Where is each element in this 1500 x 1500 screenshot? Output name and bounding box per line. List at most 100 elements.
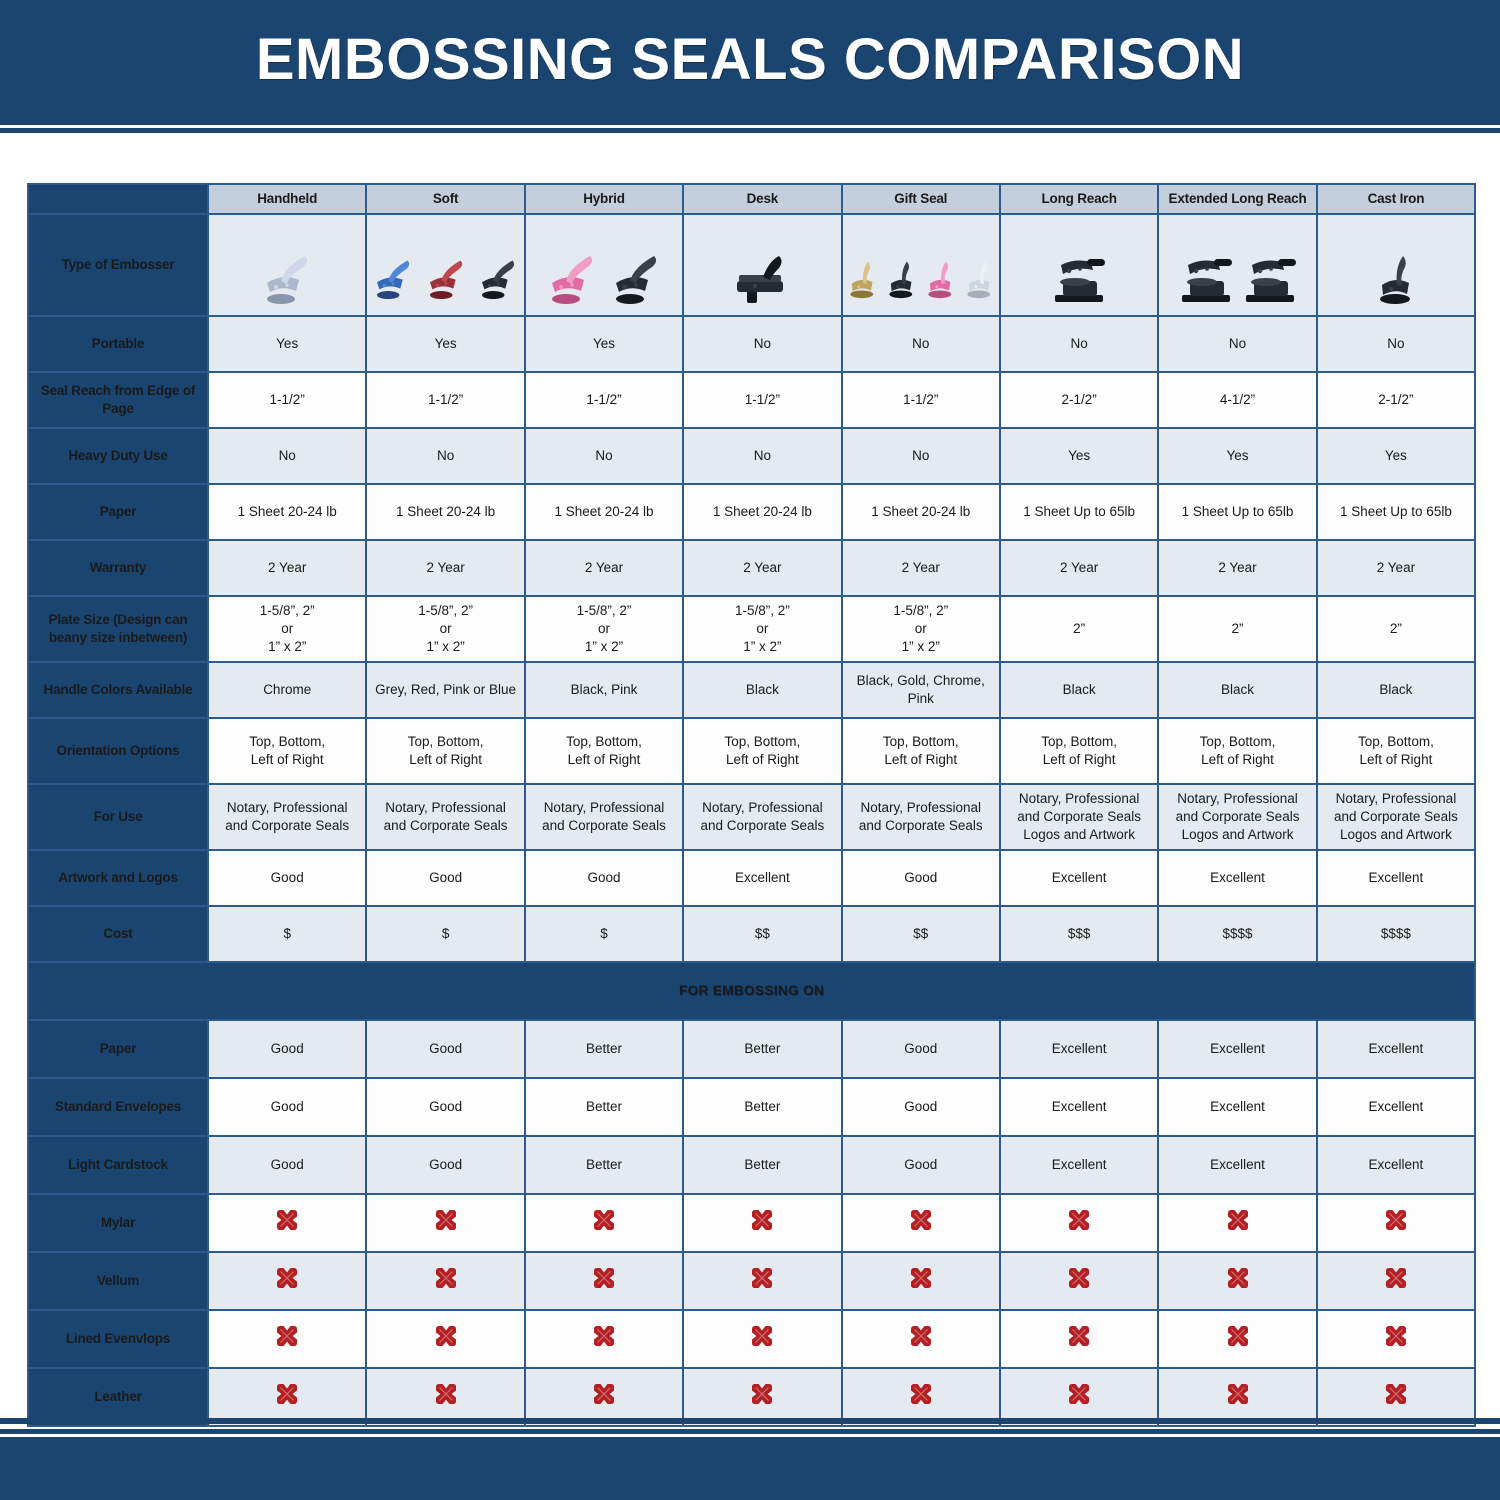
red-x-icon — [274, 1323, 300, 1349]
table-body: Type of Embosser Portable Yes Yes Yes No No No N… — [26, 213, 1477, 1427]
cell-leather-long-reach — [998, 1367, 1160, 1427]
row-label-standard-envelopes: Standard Envelopes — [27, 1077, 209, 1137]
cell-standard-envelopes-soft: Good — [365, 1077, 526, 1137]
cell-light-cardstock-soft: Good — [365, 1135, 526, 1195]
table-row: Vellum — [27, 1251, 1477, 1311]
cell-artwork-and-logos-extended-long-reach: Excellent — [1157, 849, 1318, 907]
cell-portable-hybrid: Yes — [523, 315, 685, 373]
row-label-for-use: For Use — [27, 783, 209, 851]
cell-mylar-gift-seal — [840, 1193, 1001, 1253]
table-row: Orientation Options Top, Bottom, Left of R… — [27, 717, 1477, 785]
cell-plate-size-design-can-beany-size-inbetween-gift-seal: 1-5/8”, 2” or 1” x 2” — [840, 595, 1001, 663]
table-row: Standard Envelopes Good Good Better Better Go… — [27, 1077, 1477, 1137]
cell-heavy-duty-use-handheld: No — [206, 427, 368, 485]
cell-vellum-cast-iron — [1315, 1251, 1477, 1311]
row-label-handle-colors-available: Handle Colors Available — [27, 661, 209, 719]
table-row: Seal Reach from Edge of Page 1-1/2” 1-1/2”… — [27, 371, 1477, 429]
table-row: Portable Yes Yes Yes No No No No No — [27, 315, 1477, 373]
cell-light-cardstock-extended-long-reach: Excellent — [1157, 1135, 1318, 1195]
embosser-image-gift-seal — [840, 213, 1001, 317]
cell-paper-long-reach: 1 Sheet Up to 65lb — [998, 483, 1160, 541]
cell-paper-soft: Good — [365, 1019, 526, 1079]
red-x-icon — [274, 1381, 300, 1407]
cell-leather-cast-iron — [1315, 1367, 1477, 1427]
row-label-type-of-embosser: Type of Embosser — [27, 213, 209, 317]
cell-portable-long-reach: No — [998, 315, 1160, 373]
cell-lined-evenvlops-gift-seal — [840, 1309, 1001, 1369]
embosser-illustration — [1320, 223, 1472, 307]
cell-standard-envelopes-extended-long-reach: Excellent — [1157, 1077, 1318, 1137]
red-x-icon — [1066, 1265, 1092, 1291]
cell-standard-envelopes-desk: Better — [682, 1077, 843, 1137]
cell-paper-long-reach: Excellent — [998, 1019, 1160, 1079]
table-row: Leather — [27, 1367, 1477, 1427]
cell-plate-size-design-can-beany-size-inbetween-cast-iron: 2” — [1315, 595, 1477, 663]
banner-rule-top — [0, 118, 1500, 125]
cell-portable-extended-long-reach: No — [1157, 315, 1318, 373]
cell-artwork-and-logos-soft: Good — [365, 849, 526, 907]
cell-plate-size-design-can-beany-size-inbetween-handheld: 1-5/8”, 2” or 1” x 2” — [206, 595, 368, 663]
cell-cost-long-reach: $$$ — [998, 905, 1160, 963]
cell-mylar-handheld — [206, 1193, 368, 1253]
cell-plate-size-design-can-beany-size-inbetween-extended-long-reach: 2” — [1157, 595, 1318, 663]
cell-for-use-gift-seal: Notary, Professional and Corporate Seals — [840, 783, 1001, 851]
embosser-image-handheld — [206, 213, 368, 317]
cell-artwork-and-logos-cast-iron: Excellent — [1315, 849, 1477, 907]
red-x-icon — [908, 1265, 934, 1291]
cell-paper-desk: 1 Sheet 20-24 lb — [682, 483, 843, 541]
embosser-illustration — [1161, 223, 1313, 307]
cell-paper-cast-iron: 1 Sheet Up to 65lb — [1315, 483, 1477, 541]
cell-heavy-duty-use-extended-long-reach: Yes — [1157, 427, 1318, 485]
cell-leather-hybrid — [523, 1367, 685, 1427]
cell-light-cardstock-hybrid: Better — [523, 1135, 685, 1195]
row-label-warranty: Warranty — [27, 539, 209, 597]
red-x-icon — [274, 1265, 300, 1291]
red-x-icon — [591, 1265, 617, 1291]
embosser-illustration — [211, 223, 363, 307]
cell-orientation-options-desk: Top, Bottom, Left of Right — [682, 717, 843, 785]
footer-rule-top — [0, 1418, 1500, 1424]
row-label-paper: Paper — [27, 1019, 209, 1079]
embosser-image-desk — [682, 213, 843, 317]
embosser-illustration — [686, 223, 838, 307]
cell-paper-hybrid: Better — [523, 1019, 685, 1079]
table-row: Plate Size (Design can beany size inbetw… — [27, 595, 1477, 663]
cell-leather-soft — [365, 1367, 526, 1427]
column-header-hybrid: Hybrid — [523, 183, 685, 215]
red-x-icon — [1066, 1207, 1092, 1233]
comparison-table: Handheld Soft Hybrid Desk Gift Seal Long… — [26, 183, 1477, 1427]
red-x-icon — [749, 1265, 775, 1291]
cell-lined-evenvlops-hybrid — [523, 1309, 685, 1369]
embosser-image-soft — [365, 213, 526, 317]
table-row: Paper 1 Sheet 20-24 lb 1 Sheet 20-24 lb 1 S… — [27, 483, 1477, 541]
cell-paper-gift-seal: 1 Sheet 20-24 lb — [840, 483, 1001, 541]
page-title: EMBOSSING SEALS COMPARISON — [255, 26, 1245, 92]
row-label-vellum: Vellum — [27, 1251, 209, 1311]
row-label-cost: Cost — [27, 905, 209, 963]
cell-cost-soft: $ — [365, 905, 526, 963]
cell-handle-colors-available-cast-iron: Black — [1315, 661, 1477, 719]
cell-artwork-and-logos-gift-seal: Good — [840, 849, 1001, 907]
cell-portable-soft: Yes — [365, 315, 526, 373]
cell-cost-cast-iron: $$$$ — [1315, 905, 1477, 963]
embosser-illustration — [845, 223, 997, 307]
cell-mylar-long-reach — [998, 1193, 1160, 1253]
row-label-orientation-options: Orientation Options — [27, 717, 209, 785]
cell-paper-hybrid: 1 Sheet 20-24 lb — [523, 483, 685, 541]
row-label-plate-size-design-can-beany-size-inbetween: Plate Size (Design can beany size inbetw… — [27, 595, 209, 663]
cell-mylar-desk — [682, 1193, 843, 1253]
cell-heavy-duty-use-cast-iron: Yes — [1315, 427, 1477, 485]
cell-paper-gift-seal: Good — [840, 1019, 1001, 1079]
table-row: Warranty 2 Year 2 Year 2 Year 2 Year 2 Year 2 … — [27, 539, 1477, 597]
column-header-row: Handheld Soft Hybrid Desk Gift Seal Long… — [27, 183, 1477, 215]
page-banner: EMBOSSING SEALS COMPARISON — [0, 0, 1500, 118]
cell-for-use-handheld: Notary, Professional and Corporate Seals — [206, 783, 368, 851]
cell-vellum-handheld — [206, 1251, 368, 1311]
cell-plate-size-design-can-beany-size-inbetween-desk: 1-5/8”, 2” or 1” x 2” — [682, 595, 843, 663]
cell-light-cardstock-desk: Better — [682, 1135, 843, 1195]
section-header-for-embossing-on: FOR EMBOSSING ON — [26, 961, 1477, 1021]
red-x-icon — [433, 1381, 459, 1407]
cell-warranty-cast-iron: 2 Year — [1315, 539, 1477, 597]
red-x-icon — [1066, 1323, 1092, 1349]
cell-heavy-duty-use-long-reach: Yes — [998, 427, 1160, 485]
